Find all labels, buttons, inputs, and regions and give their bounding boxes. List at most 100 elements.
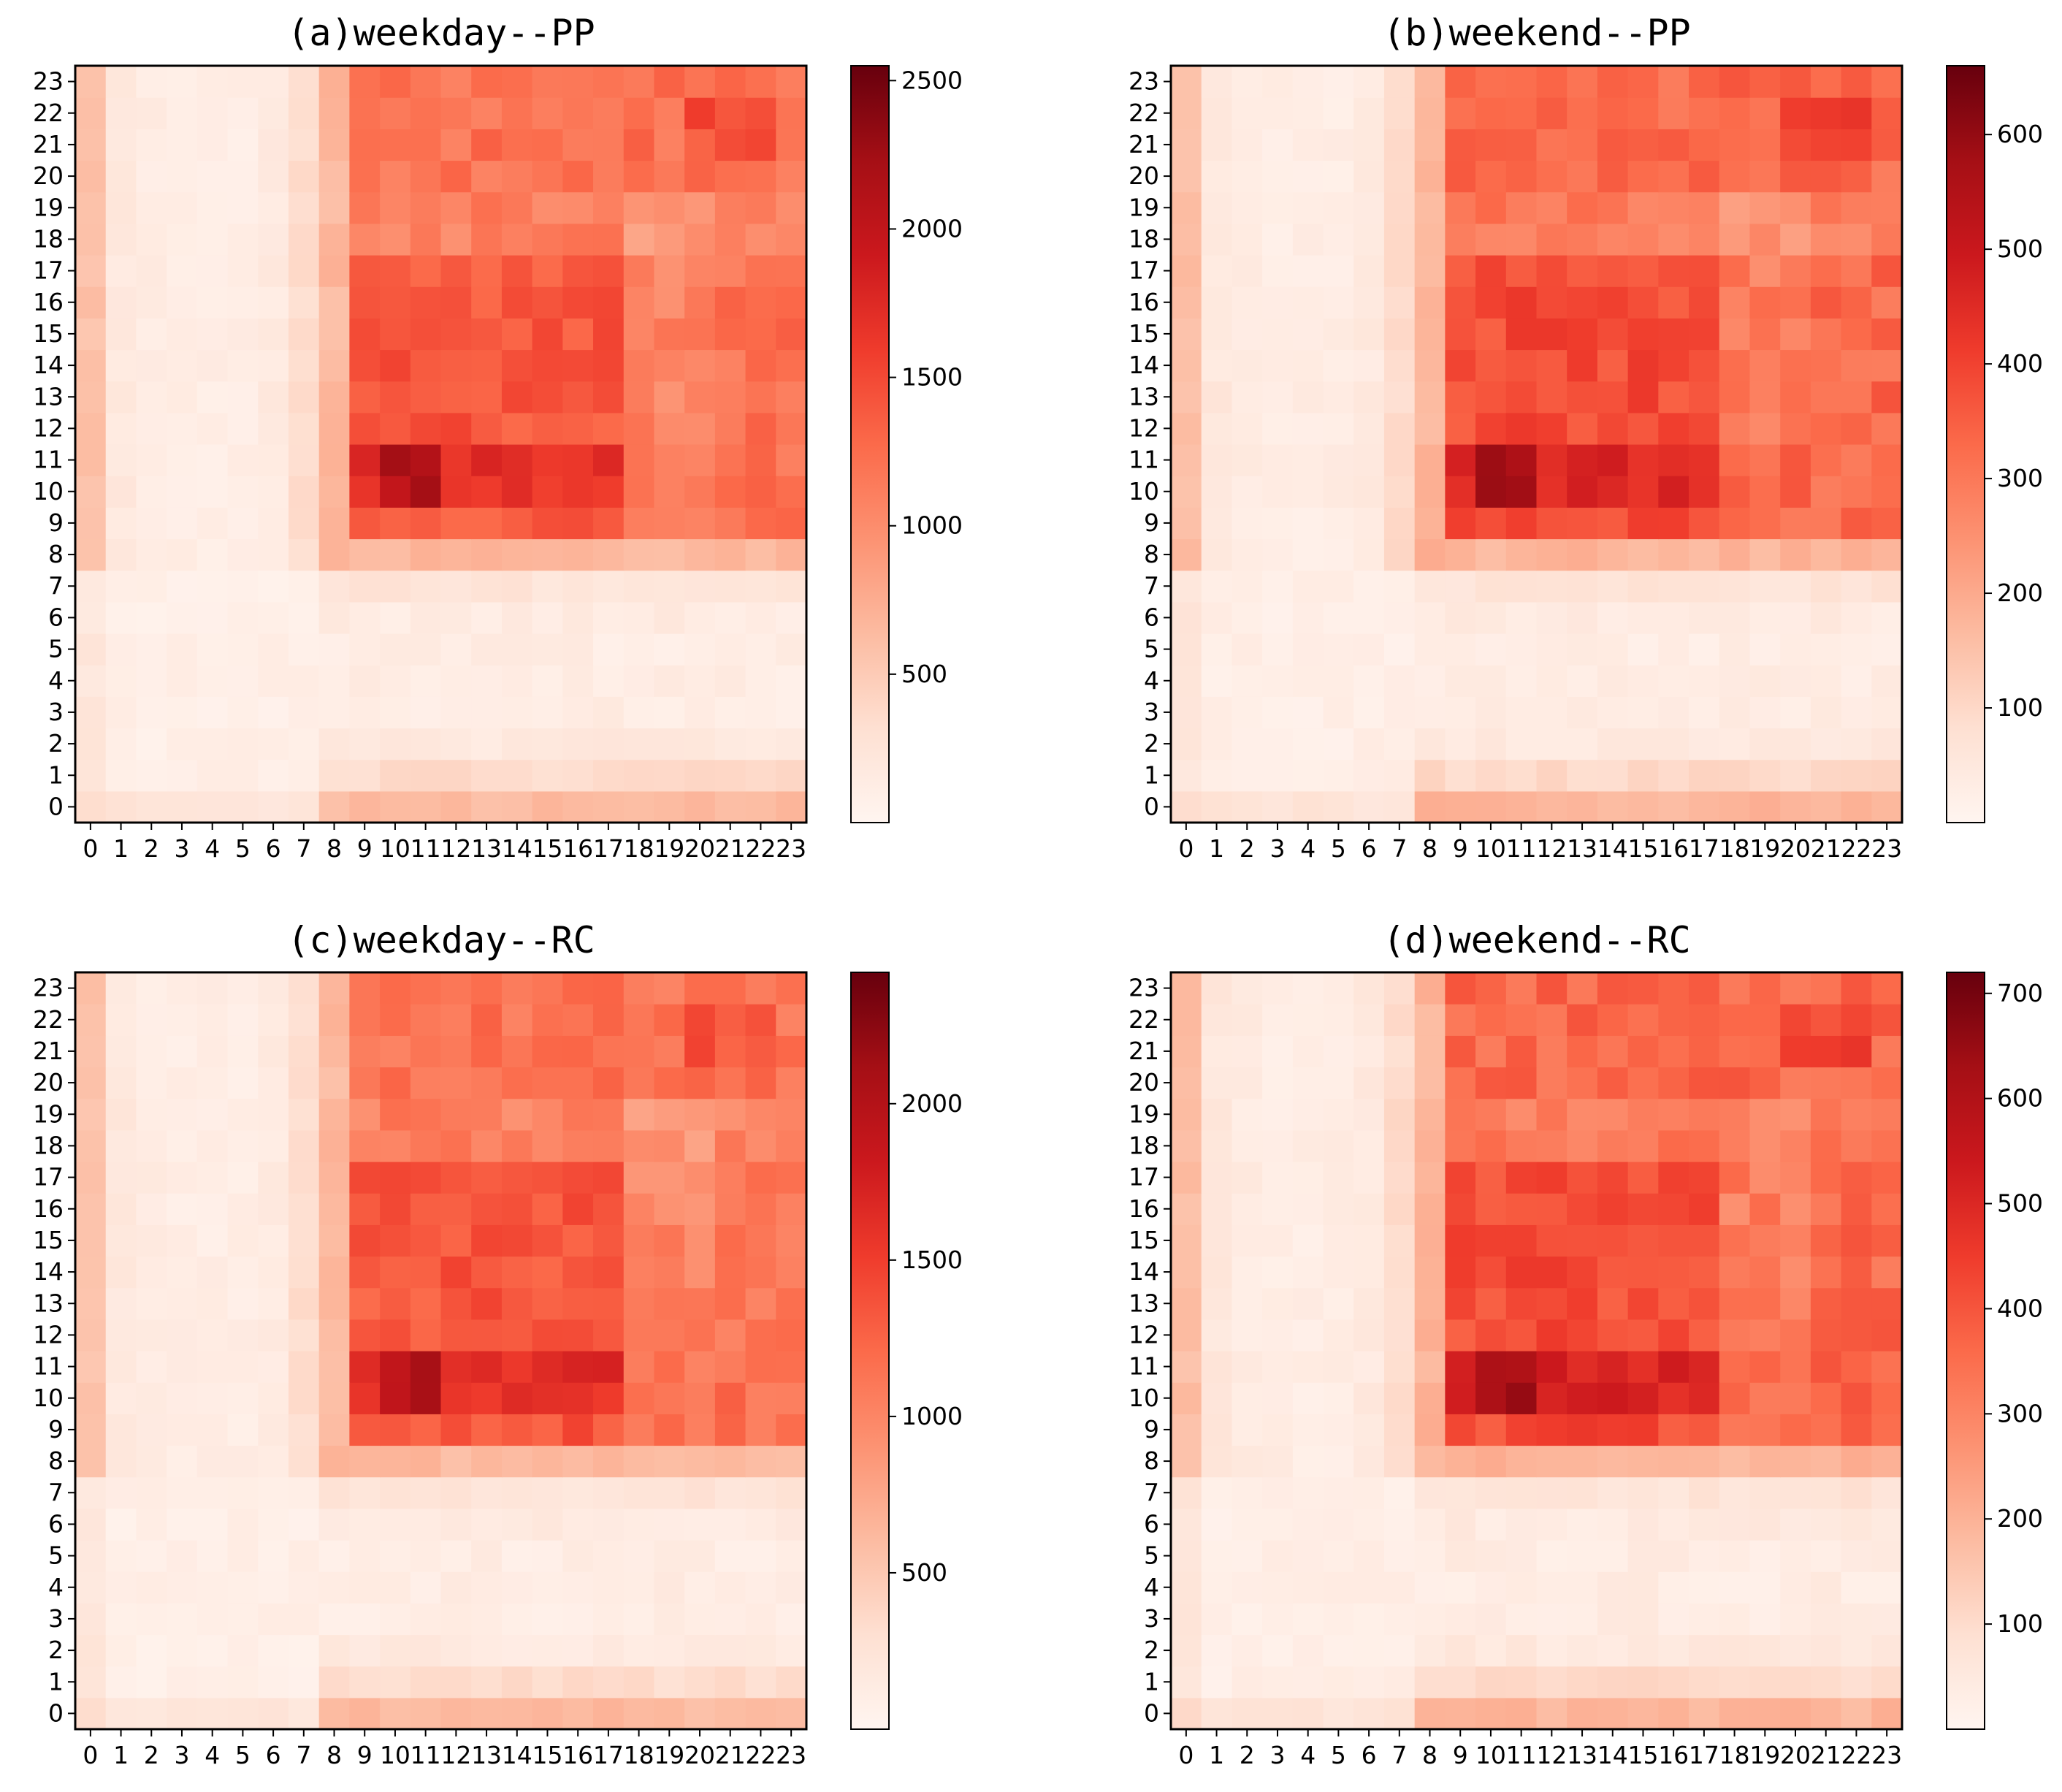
heatmap-cell: [1323, 972, 1354, 1004]
heatmap-cell: [654, 1287, 685, 1320]
colorbar-tick-label: 2500: [901, 66, 963, 94]
heatmap-cell: [410, 191, 442, 224]
heatmap-cell: [1505, 1445, 1538, 1478]
heatmap-cell: [1445, 1603, 1476, 1636]
heatmap-cell: [380, 255, 411, 287]
heatmap-cell: [1262, 412, 1294, 445]
heatmap-cell: [1171, 223, 1202, 256]
heatmap-cell: [1567, 972, 1598, 1004]
x-tick-label: 1: [1209, 834, 1224, 863]
heatmap-cell: [1719, 538, 1751, 571]
heatmap-cell: [593, 1193, 625, 1225]
heatmap-cell: [75, 66, 107, 98]
heatmap-cell: [1597, 1666, 1629, 1698]
heatmap-cell: [75, 318, 107, 351]
heatmap-cell: [1871, 1351, 1903, 1383]
heatmap-cell: [532, 318, 563, 351]
heatmap-cell: [1810, 1129, 1842, 1162]
heatmap-cell: [1414, 1476, 1446, 1509]
heatmap-cell: [1414, 223, 1446, 256]
colorbar-tick-label: 600: [1997, 120, 2043, 148]
panel-c-title: (c)weekday--RC: [287, 919, 595, 961]
y-tick-label: 7: [48, 571, 64, 600]
heatmap-cell: [1627, 255, 1659, 287]
heatmap-cell: [227, 1540, 259, 1572]
heatmap-cell: [654, 1224, 685, 1257]
heatmap-cell: [167, 1035, 198, 1068]
y-tick-label: 13: [1129, 382, 1159, 411]
heatmap-cell: [1719, 1697, 1751, 1730]
heatmap-cell: [196, 255, 229, 287]
heatmap-cell: [380, 1634, 411, 1667]
heatmap-cell: [1383, 538, 1416, 571]
heatmap-cell: [1871, 507, 1903, 540]
heatmap-cell: [1658, 1697, 1689, 1730]
heatmap-cell: [714, 790, 746, 823]
heatmap-cell: [1445, 1382, 1476, 1414]
heatmap-cell: [1232, 1508, 1263, 1541]
heatmap-cell: [1353, 790, 1385, 823]
heatmap-cell: [1475, 255, 1507, 287]
heatmap-cell: [1597, 570, 1629, 603]
heatmap-cell: [1445, 1508, 1476, 1541]
heatmap-cell: [1871, 1634, 1903, 1667]
heatmap-cell: [410, 972, 442, 1004]
heatmap-cell: [1658, 1508, 1689, 1541]
heatmap-cell: [1536, 1351, 1567, 1383]
heatmap-cell: [1689, 696, 1720, 729]
heatmap-cell: [501, 1193, 533, 1225]
heatmap-cell: [1658, 255, 1689, 287]
heatmap-cell: [227, 972, 259, 1004]
heatmap-cell: [1841, 759, 1872, 792]
heatmap-cell: [562, 412, 594, 445]
heatmap-cell: [1780, 1129, 1811, 1162]
heatmap-cell: [75, 1697, 107, 1730]
heatmap-cell: [471, 412, 503, 445]
heatmap-cell: [623, 1004, 655, 1036]
heatmap-cell: [1810, 1571, 1842, 1604]
heatmap-cell: [684, 476, 716, 508]
heatmap-cell: [776, 696, 807, 729]
heatmap-cell: [562, 1445, 594, 1478]
heatmap-cell: [227, 1382, 259, 1414]
heatmap-cell: [654, 1697, 685, 1730]
heatmap-cell: [258, 66, 289, 98]
panel-c-colorbar: [850, 972, 890, 1730]
heatmap-cell: [684, 1476, 716, 1509]
heatmap-cell: [75, 191, 107, 224]
heatmap-cell: [1627, 129, 1659, 161]
heatmap-cell: [380, 1351, 411, 1383]
heatmap-cell: [1871, 1004, 1903, 1036]
heatmap-cell: [1597, 1382, 1629, 1414]
heatmap-cell: [745, 476, 776, 508]
heatmap-cell: [593, 633, 625, 666]
heatmap-cell: [410, 1129, 442, 1162]
heatmap-cell: [1871, 1162, 1903, 1194]
heatmap-cell: [1505, 255, 1538, 287]
heatmap-cell: [1414, 633, 1446, 666]
heatmap-cell: [1414, 318, 1446, 351]
heatmap-cell: [167, 538, 198, 571]
heatmap-cell: [1810, 1162, 1842, 1194]
heatmap-cell: [1475, 972, 1507, 1004]
heatmap-cell: [1658, 1445, 1689, 1478]
heatmap-cell: [1871, 381, 1903, 413]
heatmap-cell: [1719, 1382, 1751, 1414]
heatmap-cell: [1567, 1414, 1598, 1446]
heatmap-cell: [562, 1634, 594, 1667]
heatmap-cell: [593, 1224, 625, 1257]
heatmap-cell: [714, 129, 746, 161]
heatmap-cell: [1445, 1476, 1476, 1509]
heatmap-cell: [1841, 665, 1872, 697]
heatmap-cell: [1201, 1508, 1233, 1541]
heatmap-cell: [1445, 1162, 1476, 1194]
heatmap-cell: [714, 412, 746, 445]
heatmap-cell: [623, 728, 655, 760]
panel-a-colorbar: [850, 65, 890, 823]
heatmap-cell: [654, 476, 685, 508]
heatmap-cell: [288, 1256, 320, 1289]
heatmap-cell: [1414, 1571, 1446, 1604]
heatmap-cell: [1871, 633, 1903, 666]
heatmap-cell: [258, 412, 289, 445]
heatmap-cell: [1262, 381, 1294, 413]
